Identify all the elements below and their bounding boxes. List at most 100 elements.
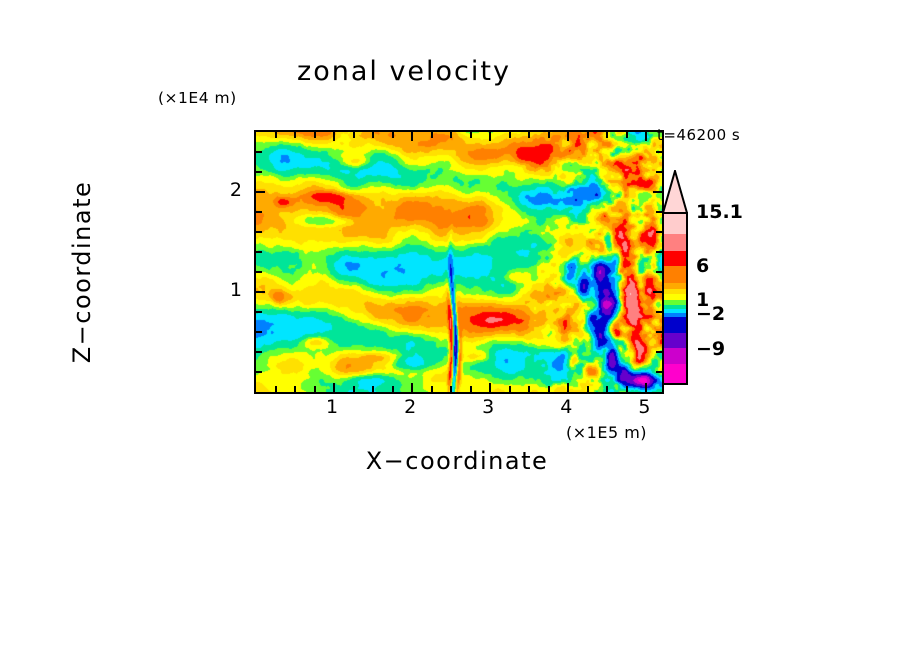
x-tick	[352, 386, 355, 392]
y-axis-title: Z−coordinate	[68, 180, 96, 364]
colorbar-label: 1	[696, 288, 710, 311]
y-tick-right	[656, 371, 662, 373]
x-tick-top	[294, 132, 297, 138]
x-tick	[430, 386, 433, 392]
x-tick-top	[606, 132, 609, 138]
x-tick	[294, 386, 297, 392]
y-tick-label: 1	[229, 279, 242, 301]
colorbar-label: −2	[696, 302, 726, 325]
x-tick-top	[508, 132, 511, 138]
colorbar-band	[664, 332, 686, 349]
colorbar-label: 15.1	[696, 201, 743, 223]
y-tick-right	[656, 331, 662, 333]
x-tick	[645, 383, 648, 392]
colorbar-band	[664, 348, 686, 364]
x-tick-top	[625, 132, 628, 138]
plot-title-text: zonal velocity	[297, 56, 511, 87]
x-tick	[606, 386, 609, 392]
x-tick-top	[528, 132, 531, 138]
x-tick	[567, 383, 570, 392]
x-tick	[586, 386, 589, 392]
colorbar-band	[664, 234, 686, 252]
x-tick-top	[274, 132, 277, 138]
y-tick	[256, 331, 262, 333]
y-tick	[256, 211, 262, 213]
x-tick-label: 5	[638, 396, 651, 418]
y-tick-right	[656, 171, 662, 173]
x-tick-top	[489, 132, 492, 141]
x-tick	[469, 386, 472, 392]
x-tick	[450, 386, 453, 392]
y-tick	[256, 371, 262, 373]
x-tick-top	[391, 132, 394, 138]
plot-axes-frame	[254, 130, 664, 394]
y-tick-right	[656, 271, 662, 273]
x-tick-top	[372, 132, 375, 138]
x-tick	[372, 386, 375, 392]
x-tick	[391, 386, 394, 392]
y-tick-right	[653, 291, 662, 293]
colorbar-band	[664, 299, 686, 305]
x-tick	[508, 386, 511, 392]
y-tick-right	[656, 151, 662, 153]
x-tick	[625, 386, 628, 392]
y-tick	[256, 151, 262, 153]
colorbar-band	[664, 294, 686, 300]
x-tick-top	[567, 132, 570, 141]
zonal-velocity-field	[256, 132, 662, 392]
colorbar-band	[664, 308, 686, 314]
x-tick-label: 2	[404, 396, 417, 418]
time-annotation: t=46200 s	[657, 126, 741, 144]
x-tick	[274, 386, 277, 392]
y-tick-right	[656, 351, 662, 353]
y-tick	[256, 311, 262, 313]
x-tick-label: 3	[482, 396, 495, 418]
colorbar-label: 6	[696, 254, 710, 277]
x-tick	[489, 383, 492, 392]
x-tick-top	[645, 132, 648, 141]
y-tick	[256, 251, 262, 253]
y-tick	[256, 291, 265, 293]
colorbar	[662, 212, 688, 385]
y-tick	[256, 271, 262, 273]
x-tick-top	[352, 132, 355, 138]
colorbar-band	[664, 317, 686, 333]
y-tick	[256, 351, 262, 353]
x-tick-top	[450, 132, 453, 138]
y-tick	[256, 171, 262, 173]
colorbar-band	[664, 251, 686, 267]
colorbar-arrow-cap	[662, 170, 688, 214]
page-title: zonal velocity	[0, 56, 904, 87]
colorbar-band	[664, 288, 686, 295]
x-tick-label: 1	[326, 396, 339, 418]
colorbar-band	[664, 214, 686, 235]
x-tick-top	[586, 132, 589, 138]
x-tick-label: 4	[560, 396, 573, 418]
x-tick	[411, 383, 414, 392]
x-tick-top	[430, 132, 433, 138]
x-tick-top	[547, 132, 550, 138]
y-tick	[256, 231, 262, 233]
colorbar-band	[664, 283, 686, 289]
x-tick	[313, 386, 316, 392]
x-axis-unit-label: (×1E5 m)	[566, 423, 648, 442]
x-axis-title: X−coordinate	[365, 447, 549, 475]
colorbar-band	[664, 304, 686, 309]
colorbar-band	[664, 313, 686, 318]
colorbar-band	[664, 266, 686, 284]
x-tick-top	[313, 132, 316, 138]
x-tick-top	[469, 132, 472, 138]
x-tick	[547, 386, 550, 392]
z-axis-unit-label: (×1E4 m)	[158, 89, 237, 107]
colorbar-label: −9	[696, 338, 726, 361]
y-tick-right	[656, 211, 662, 213]
x-tick	[528, 386, 531, 392]
y-tick-right	[653, 191, 662, 193]
colorbar-band	[664, 363, 686, 383]
x-tick-top	[411, 132, 414, 141]
x-tick-top	[333, 132, 336, 141]
y-tick-right	[656, 311, 662, 313]
x-tick	[333, 383, 336, 392]
y-tick-right	[656, 231, 662, 233]
